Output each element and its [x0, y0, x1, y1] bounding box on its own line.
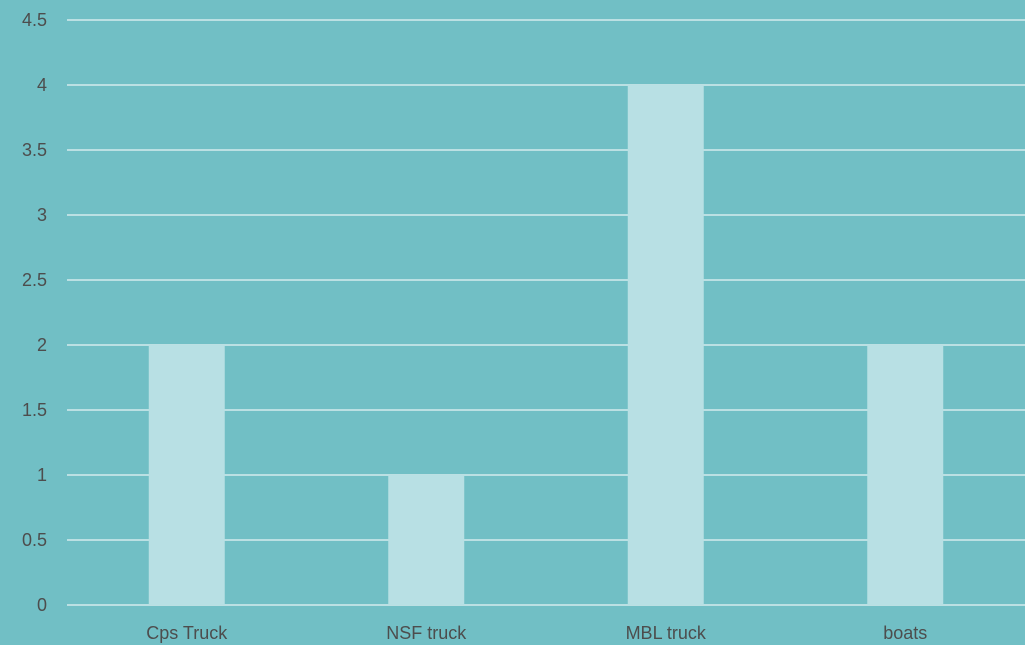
y-tick-label: 2 [37, 335, 47, 355]
x-tick-label: NSF truck [386, 623, 467, 643]
y-axis-tick-labels: 0 0.5 1 1.5 2 2.5 3 3.5 4 4.5 [22, 10, 47, 615]
gridlines [67, 19, 1025, 606]
y-tick-label: 4.5 [22, 10, 47, 30]
bar-nsf-truck [388, 475, 465, 605]
y-tick-label: 0.5 [22, 530, 47, 550]
x-tick-label: MBL truck [626, 623, 707, 643]
y-tick-label: 2.5 [22, 270, 47, 290]
bar-cps-truck [148, 345, 225, 605]
y-tick-label: 1 [37, 465, 47, 485]
bar-mbl-truck [627, 85, 704, 605]
y-tick-label: 1.5 [22, 400, 47, 420]
y-tick-label: 3.5 [22, 140, 47, 160]
y-tick-label: 3 [37, 205, 47, 225]
x-tick-label: Cps Truck [146, 623, 228, 643]
x-axis-tick-labels: Cps Truck NSF truck MBL truck boats [146, 623, 927, 643]
bars [148, 85, 944, 605]
bar-boats [867, 345, 944, 605]
x-tick-label: boats [883, 623, 927, 643]
y-tick-label: 4 [37, 75, 47, 95]
y-tick-label: 0 [37, 595, 47, 615]
